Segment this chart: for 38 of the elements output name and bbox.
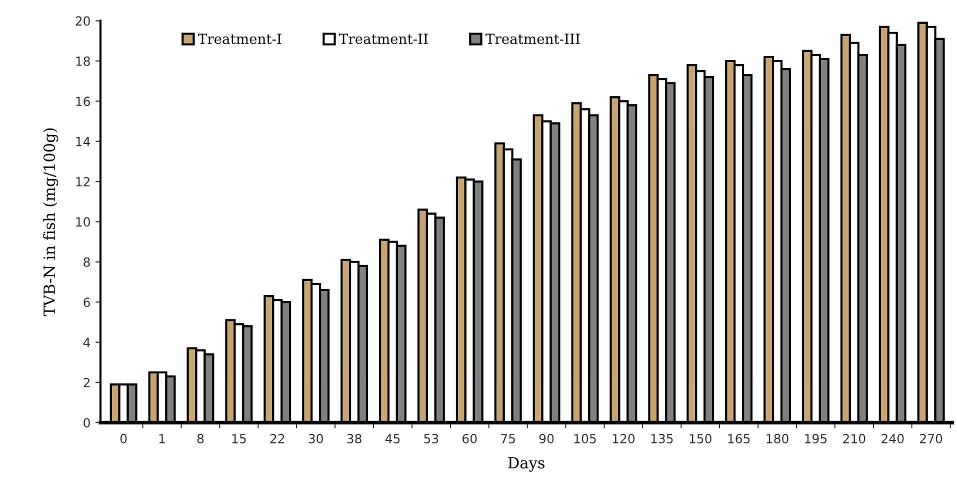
x-tick-label: 180: [766, 434, 788, 444]
x-tick-label: 240: [882, 434, 904, 444]
y-tick-label: 20: [76, 16, 90, 26]
x-tick-label: 38: [347, 434, 362, 444]
x-tick-label: 75: [501, 434, 515, 444]
x-tick-label: 270: [920, 434, 942, 444]
x-tick-label: 45: [385, 434, 400, 444]
y-axis-title: TVB-N in fish (mg/100g): [43, 128, 58, 316]
x-axis-title: Days: [508, 457, 544, 472]
x-tick-label: 53: [424, 434, 438, 444]
y-tick-label: 4: [83, 338, 90, 347]
x-tick-label: 22: [270, 434, 284, 444]
legend-label: Treatment-I: [198, 34, 282, 44]
x-tick-label: 150: [690, 434, 712, 444]
x-tick-label: 0: [120, 434, 127, 444]
y-tick-label: 8: [84, 257, 90, 267]
legend-label: Treatment-III: [486, 34, 580, 44]
y-tick-label: 12: [76, 177, 90, 186]
y-tick-label: 0: [84, 418, 90, 428]
y-tick-label: 14: [76, 136, 90, 146]
x-tick-label: 195: [805, 434, 827, 444]
x-tick-label: 165: [728, 434, 750, 444]
x-tick-label: 15: [232, 434, 246, 444]
x-tick-label: 90: [539, 434, 554, 444]
x-tick-label: 135: [651, 434, 673, 444]
x-tick-label: 8: [197, 434, 204, 444]
x-tick-label: 60: [462, 434, 477, 444]
y-tick-label: 2: [84, 378, 90, 388]
x-tick-label: 210: [843, 434, 866, 444]
x-tick-label: 105: [574, 434, 596, 444]
x-tick-label: 30: [308, 434, 323, 444]
y-tick-label: 16: [76, 96, 90, 106]
legend-label: Treatment-II: [339, 34, 428, 44]
x-tick-label: 1: [159, 434, 165, 444]
y-tick-label: 18: [76, 56, 90, 66]
y-tick-label: 10: [76, 217, 90, 227]
x-tick-label: 120: [612, 434, 635, 444]
y-tick-label: 6: [84, 298, 90, 307]
